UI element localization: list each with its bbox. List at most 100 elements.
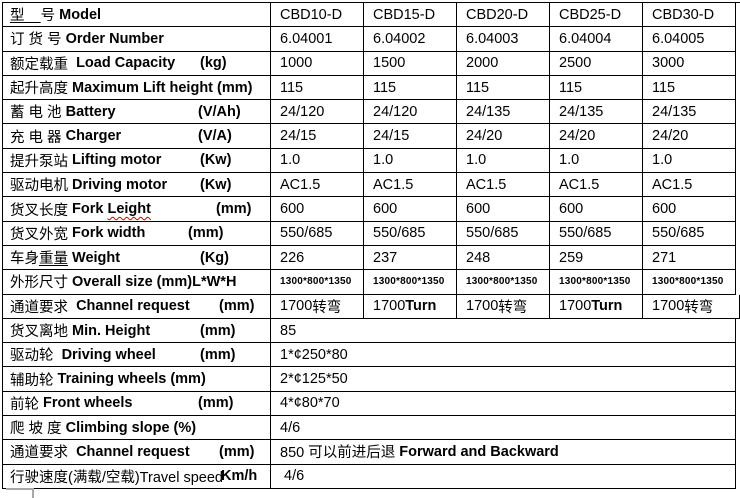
text-segment: 550/685 xyxy=(373,225,426,242)
text-segment: Climbing slope (%) xyxy=(65,419,197,436)
value-cell: 24/135 xyxy=(550,100,643,125)
text-segment: Front wheels xyxy=(43,395,133,412)
row-label-cell: 货叉长度 Fork Leight (mm) xyxy=(3,197,271,222)
value-cell: 24/135 xyxy=(457,100,550,125)
row-label-cell: 行驶速度(满载/空载)Travel speed Km/h xyxy=(3,464,271,489)
merged-value-cell: 4/6 xyxy=(271,464,736,489)
text-segment: 外形尺寸 xyxy=(10,275,73,292)
text-segment: AC1.5 xyxy=(559,176,600,193)
row-label-cell: 通道要求 Channel request (mm) xyxy=(3,440,271,465)
row-unit-label: (Kw) xyxy=(200,176,232,193)
text-segment: 115 xyxy=(373,79,397,96)
value-cell: 2000 xyxy=(457,51,550,76)
text-segment: 1.0 xyxy=(280,152,301,169)
text-segment: 6.04001 xyxy=(280,30,333,47)
text-segment: 驱动轮 xyxy=(10,348,62,365)
value-cell: 1300*800*1350 xyxy=(550,270,643,295)
text-segment: 4/6 xyxy=(280,468,305,485)
merged-value-cell: 850 可以前进后退 Forward and Backward xyxy=(271,440,736,465)
text-segment: 2*¢125*50 xyxy=(280,371,348,388)
value-cell: 600 xyxy=(550,197,643,222)
value-cell: 24/20 xyxy=(550,124,643,149)
text-segment: CBD20-D xyxy=(466,6,529,23)
text-segment: Forward and Backward xyxy=(399,443,559,460)
text-segment: 1000 xyxy=(280,55,313,72)
text-segment: Maximum Lift height (mm) xyxy=(72,79,253,96)
merged-value-cell: 4*¢80*70 xyxy=(271,391,736,417)
text-segment: 1300*800*1350 xyxy=(652,276,724,288)
text-segment: 24/20 xyxy=(466,128,503,145)
value-cell: 1000 xyxy=(271,51,364,76)
text-segment: AC1.5 xyxy=(373,176,414,193)
text-segment: 4*¢80*70 xyxy=(280,395,340,412)
text-segment: 蓄 电 池 xyxy=(10,105,66,122)
value-cell: 550/685 xyxy=(550,221,643,246)
text-segment: 115 xyxy=(652,79,676,96)
text-segment: AC1.5 xyxy=(652,176,693,193)
text-segment: 订 货 号 xyxy=(10,32,66,49)
text-segment: 550/685 xyxy=(559,225,612,242)
text-segment: 24/135 xyxy=(466,103,511,120)
text-segment: Battery xyxy=(65,103,116,120)
value-cell: 115 xyxy=(550,75,643,101)
value-cell: 1300*800*1350 xyxy=(457,270,550,295)
table-row: 通道要求 Channel request (mm) 1700 转弯 1700 Turn 17… xyxy=(3,294,740,319)
value-cell: 115 xyxy=(643,75,736,101)
text-segment: 1700 xyxy=(652,298,685,315)
value-cell: CBD20-D xyxy=(457,3,550,28)
text-segment: 259 xyxy=(559,249,584,266)
table-row: 额定载重 Load Capacity (kg) 1000 1500 2000 2500 30… xyxy=(3,51,740,76)
text-segment: 1300*800*1350 xyxy=(373,276,445,288)
text-segment: Fork xyxy=(72,201,108,218)
text-segment: 850 可以前进后退 xyxy=(280,445,400,462)
table-row: 起升高度 Maximum Lift height (mm) 115 115 115 11… xyxy=(3,75,740,101)
text-segment: Order Number xyxy=(65,30,164,47)
value-cell: 3000 xyxy=(643,51,736,76)
value-cell: AC1.5 xyxy=(364,173,457,198)
text-segment: 转弯 xyxy=(684,299,714,316)
row-label-cell: 车身 重量 Weight (Kg) xyxy=(3,245,271,271)
value-cell: 550/685 xyxy=(457,221,550,246)
table-row: 货叉长度 Fork Leight (mm) 600 600 600 600 600 xyxy=(3,197,740,222)
value-cell: 115 xyxy=(364,75,457,101)
value-cell: CBD30-D xyxy=(643,3,736,28)
text-segment: 前轮 xyxy=(10,396,44,413)
text-segment: 24/15 xyxy=(280,128,317,145)
text-segment: 转弯 xyxy=(498,299,528,316)
value-cell: 24/120 xyxy=(364,100,457,125)
text-segment: 6.04002 xyxy=(373,30,426,47)
table-resize-handle[interactable] xyxy=(6,488,34,498)
text-segment: 通道要求 xyxy=(10,299,77,316)
text-segment: 重量 xyxy=(39,251,68,268)
text-segment: 转弯 xyxy=(312,299,342,316)
text-segment: 1700 xyxy=(373,298,406,315)
value-cell: 550/685 xyxy=(271,221,364,246)
text-segment: 1300*800*1350 xyxy=(280,276,352,288)
value-cell: 259 xyxy=(550,245,643,271)
value-cell: 24/135 xyxy=(643,100,736,125)
row-label-cell: 通道要求 Channel request (mm) xyxy=(3,294,271,319)
text-segment: 提升泵站 xyxy=(10,153,73,170)
text-segment: CBD25-D xyxy=(559,6,622,23)
text-segment: Turn xyxy=(591,298,623,315)
row-unit-label: (V/Ah) xyxy=(198,103,241,120)
value-cell: 1700 Turn xyxy=(550,294,643,319)
value-cell: 1700 转弯 xyxy=(643,294,740,319)
value-cell: 600 xyxy=(457,197,550,222)
merged-value-cell: 2*¢125*50 xyxy=(271,367,736,392)
text-segment: Training wheels (mm) xyxy=(57,371,206,388)
text-segment: Fork width xyxy=(72,225,146,242)
value-cell: 6.04001 xyxy=(271,27,364,52)
value-cell: 1.0 xyxy=(643,148,736,174)
text-segment: 货叉离地 xyxy=(10,324,73,340)
table-row: 车身 重量 Weight (Kg) 226 237 248 259 271 xyxy=(3,245,740,271)
text-segment: 2500 xyxy=(559,55,592,72)
text-segment: 货叉长度 xyxy=(10,202,73,219)
row-unit-label: (mm) xyxy=(219,443,255,460)
value-cell: 1700 转弯 xyxy=(457,294,550,319)
text-segment: Channel request xyxy=(76,443,190,460)
value-cell: 6.04002 xyxy=(364,27,457,52)
value-cell: 600 xyxy=(364,197,457,222)
value-cell: 1.0 xyxy=(271,148,364,174)
row-label-cell: 货叉外宽 Fork width (mm) xyxy=(3,221,271,246)
